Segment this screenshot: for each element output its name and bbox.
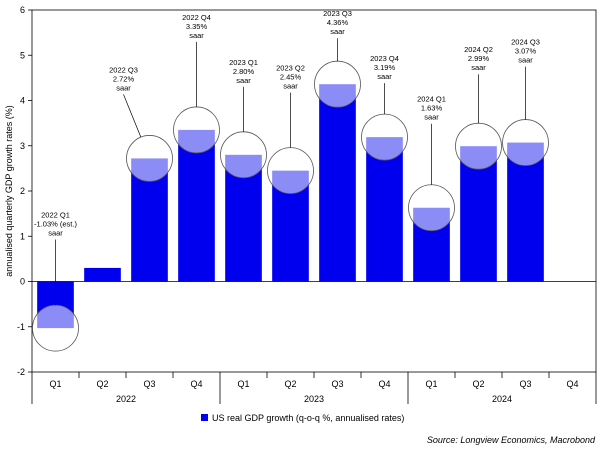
x-tick-label: Q4: [190, 379, 202, 389]
x-tick-label: Q3: [519, 379, 531, 389]
annotation-label: 2.99%: [468, 54, 490, 63]
annotation-circle: [267, 147, 314, 195]
annotation-label: 2.45%: [280, 73, 302, 82]
annotation-circle: [173, 106, 220, 154]
annotation-circle: [314, 60, 361, 108]
annotation-circle: [408, 184, 455, 232]
legend-label: US real GDP growth (q-o-q %, annualised …: [212, 413, 404, 423]
x-year-label: 2024: [492, 394, 512, 404]
annotation-label: saar: [471, 63, 486, 72]
annotation-label: 2.80%: [233, 67, 255, 76]
annotation-label: 2022 Q3: [109, 65, 138, 74]
annotation-label: saar: [48, 229, 63, 238]
annotation-label: saar: [283, 82, 298, 91]
annotation-label: 2022 Q1: [41, 211, 70, 220]
y-tick-label: 5: [20, 50, 25, 60]
x-tick-label: Q1: [425, 379, 437, 389]
annotation-label: 3.19%: [374, 63, 396, 72]
annotation-label: 2023 Q1: [229, 58, 258, 67]
bar-7: [366, 137, 403, 282]
bar-6: [319, 84, 356, 282]
bar-1: [84, 267, 121, 282]
x-tick-label: Q2: [96, 379, 108, 389]
y-tick-label: 0: [20, 277, 25, 287]
y-tick-label: 3: [20, 141, 25, 151]
annotation-label: 2023 Q2: [276, 64, 305, 73]
annotation-label: 1.63%: [421, 104, 443, 113]
y-tick-label: 6: [20, 5, 25, 15]
x-tick-label: Q2: [284, 379, 296, 389]
x-tick-label: Q2: [472, 379, 484, 389]
annotation-leader: [123, 94, 142, 138]
x-tick-label: Q1: [237, 379, 249, 389]
y-tick-label: 1: [20, 231, 25, 241]
x-tick-label: Q3: [143, 379, 155, 389]
annotation-label: 2023 Q4: [370, 54, 399, 63]
annotation-label: 3.07%: [515, 47, 537, 56]
y-tick-label: 4: [20, 96, 25, 106]
bar-3: [178, 129, 215, 282]
y-tick-label: 2: [20, 186, 25, 196]
x-tick-label: Q3: [331, 379, 343, 389]
y-tick-label: -1: [17, 322, 25, 332]
annotation-circle: [126, 135, 173, 182]
x-year-label: 2023: [304, 394, 324, 404]
annotation-circle: [502, 119, 549, 166]
annotation-label: -1.03% (est.): [34, 220, 77, 229]
x-year-label: 2022: [116, 394, 136, 404]
annotation-label: 2023 Q3: [323, 9, 352, 18]
annotation-label: saar: [330, 27, 345, 36]
source-note: Source: Longview Economics, Macrobond: [426, 435, 595, 445]
annotation-label: 3.35%: [186, 22, 208, 31]
annotation-label: saar: [116, 83, 131, 92]
x-tick-label: Q4: [378, 379, 390, 389]
annotation-circle: [455, 122, 502, 170]
annotation-label: 2024 Q1: [417, 95, 446, 104]
annotation-label: saar: [518, 56, 533, 65]
x-tick-label: Q1: [49, 379, 61, 389]
annotation-label: saar: [189, 31, 204, 40]
annotation-label: 2024 Q3: [511, 38, 540, 47]
annotation-circle: [361, 113, 408, 161]
annotation-circle: [32, 304, 79, 352]
y-tick-label: -2: [17, 367, 25, 377]
annotation-label: saar: [377, 72, 392, 81]
annotation-label: 2024 Q2: [464, 45, 493, 54]
annotation-circle: [220, 131, 267, 179]
annotation-label: 2022 Q4: [182, 13, 211, 22]
annotation-label: saar: [236, 76, 251, 85]
annotation-label: 2.72%: [113, 74, 135, 83]
annotation-label: saar: [424, 113, 439, 122]
y-axis-label: annualised quarterly GDP growth rates (%…: [4, 105, 14, 276]
annotation-label: 4.36%: [327, 18, 349, 27]
legend-swatch: [201, 414, 208, 421]
x-tick-label: Q4: [566, 379, 578, 389]
